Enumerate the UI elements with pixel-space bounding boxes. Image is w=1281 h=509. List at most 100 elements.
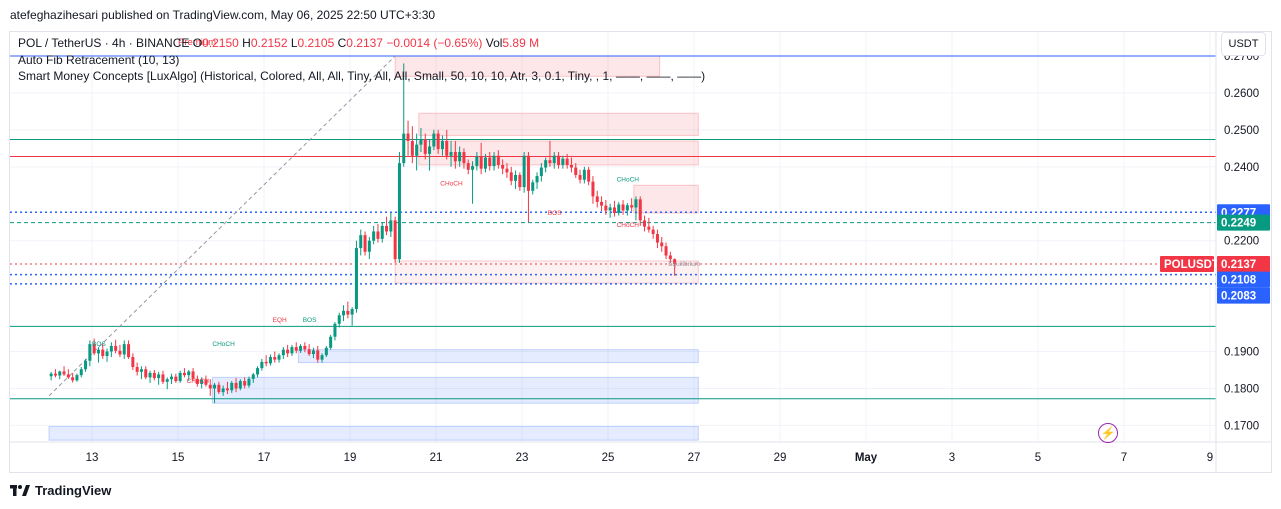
symbol-price-tag: POLUSDT bbox=[1164, 259, 1219, 271]
candle-body bbox=[587, 169, 591, 182]
high-label: H bbox=[242, 36, 251, 50]
candle-body bbox=[557, 155, 561, 165]
candle-body bbox=[294, 347, 298, 351]
smc-label: BOS bbox=[303, 317, 317, 324]
candle-body bbox=[595, 196, 599, 202]
time-tick-label: 21 bbox=[430, 452, 443, 464]
candle-body bbox=[359, 235, 363, 249]
candle-body bbox=[230, 382, 234, 391]
chart-pane[interactable]: Premium BOS CHoCH CHoCH EQH BOS CHoCH BOS CHoCH C… bbox=[9, 31, 1272, 473]
close-value: 0.2137 bbox=[346, 36, 383, 50]
time-tick-label: 3 bbox=[949, 452, 955, 464]
candle-body bbox=[501, 164, 505, 169]
candle-body bbox=[397, 163, 401, 260]
candle-body bbox=[109, 345, 113, 352]
smc-label: CHoCH bbox=[617, 222, 640, 229]
time-tick-label: 19 bbox=[344, 452, 357, 464]
candle-body bbox=[88, 344, 92, 361]
low-label: L bbox=[290, 36, 298, 50]
candle-body bbox=[668, 255, 672, 260]
candle-body bbox=[423, 139, 427, 154]
smc-label: Equilibrium bbox=[668, 261, 700, 268]
candle-body bbox=[122, 344, 126, 355]
time-tick-label: 29 bbox=[774, 452, 787, 464]
lightning-icon[interactable]: ⚡ bbox=[1098, 423, 1118, 443]
candle-body bbox=[221, 388, 225, 393]
candle-body bbox=[664, 246, 668, 256]
candle-body bbox=[509, 172, 513, 181]
time-tick-label: 7 bbox=[1121, 452, 1127, 464]
candle-body bbox=[157, 374, 161, 379]
candle-body bbox=[638, 199, 642, 221]
candle-body bbox=[264, 361, 268, 364]
candle-body bbox=[600, 201, 604, 206]
candle-body bbox=[71, 377, 75, 381]
candlestick-chart[interactable]: Premium BOS CHoCH CHoCH EQH BOS CHoCH BOS CHoCH C… bbox=[10, 32, 1271, 472]
candle-body bbox=[483, 157, 487, 169]
order-block-zone bbox=[48, 425, 699, 441]
change-value: −0.0014 (−0.65%) bbox=[386, 36, 483, 50]
time-tick-label: 15 bbox=[172, 452, 185, 464]
candle-body bbox=[643, 220, 647, 227]
candle-body bbox=[634, 199, 638, 208]
candle-body bbox=[299, 345, 303, 351]
candle-body bbox=[92, 344, 96, 354]
tradingview-footer[interactable]: TradingView bbox=[10, 483, 111, 498]
candle-body bbox=[673, 259, 677, 264]
candle-body bbox=[621, 204, 625, 211]
candle-body bbox=[479, 156, 483, 169]
candle-body bbox=[475, 156, 479, 167]
candle-body bbox=[608, 207, 612, 211]
candle-body bbox=[660, 242, 664, 247]
currency-button[interactable]: USDT bbox=[1221, 32, 1266, 56]
indicator-smc[interactable]: Smart Money Concepts [LuxAlgo] (Historic… bbox=[18, 69, 706, 83]
order-block-zone bbox=[633, 184, 699, 214]
candle-body bbox=[561, 158, 565, 165]
candle-body bbox=[84, 360, 88, 370]
candle-body bbox=[531, 182, 535, 191]
price-tag: 0.2137 bbox=[1221, 259, 1256, 271]
candle-body bbox=[238, 381, 242, 389]
candle-body bbox=[402, 133, 406, 164]
candle-body bbox=[458, 152, 462, 162]
candle-body bbox=[466, 163, 470, 170]
time-tick-label: 5 bbox=[1035, 452, 1041, 464]
candle-body bbox=[514, 174, 518, 181]
candle-body bbox=[617, 204, 621, 213]
candle-body bbox=[389, 220, 393, 232]
candle-body bbox=[544, 160, 548, 168]
order-block-zone bbox=[211, 376, 699, 404]
price-tick-label: 0.1700 bbox=[1224, 420, 1259, 432]
price-tag: 0.2083 bbox=[1221, 291, 1256, 303]
candle-body bbox=[152, 372, 156, 379]
candle-body bbox=[625, 205, 629, 211]
candle-body bbox=[135, 367, 139, 372]
candle-body bbox=[569, 164, 573, 168]
candle-body bbox=[204, 379, 208, 385]
candle-body bbox=[187, 371, 191, 376]
chart-legend: POL / TetherUS · 4h · BINANCE O0.2150 H0… bbox=[18, 35, 705, 85]
candle-body bbox=[101, 349, 105, 356]
high-value: 0.2152 bbox=[250, 36, 288, 50]
symbol-title[interactable]: POL / TetherUS · 4h · BINANCE bbox=[18, 36, 190, 50]
candle-body bbox=[410, 140, 414, 156]
smc-label: BOS bbox=[548, 210, 562, 217]
tradingview-logo-icon bbox=[10, 484, 30, 496]
publisher-attribution: atefeghazihesari published on TradingVie… bbox=[10, 8, 436, 22]
price-tag: 0.2249 bbox=[1221, 218, 1256, 230]
symbol-price-tag-bg bbox=[1160, 255, 1214, 272]
candle-body bbox=[376, 231, 380, 239]
candle-body bbox=[58, 371, 62, 376]
price-tick-label: 0.2600 bbox=[1224, 88, 1259, 100]
candle-body bbox=[385, 225, 389, 232]
smc-label: CHoCH bbox=[212, 341, 235, 348]
order-block-zone bbox=[297, 349, 699, 364]
candle-body bbox=[148, 372, 152, 378]
indicator-fib[interactable]: Auto Fib Retracement (10, 13) bbox=[18, 52, 180, 67]
candle-body bbox=[337, 315, 341, 324]
price-tag-bg bbox=[1217, 287, 1270, 304]
candle-body bbox=[462, 152, 466, 164]
open-value: 0.2150 bbox=[202, 36, 239, 50]
candle-body bbox=[445, 140, 449, 156]
candle-body bbox=[251, 374, 255, 379]
